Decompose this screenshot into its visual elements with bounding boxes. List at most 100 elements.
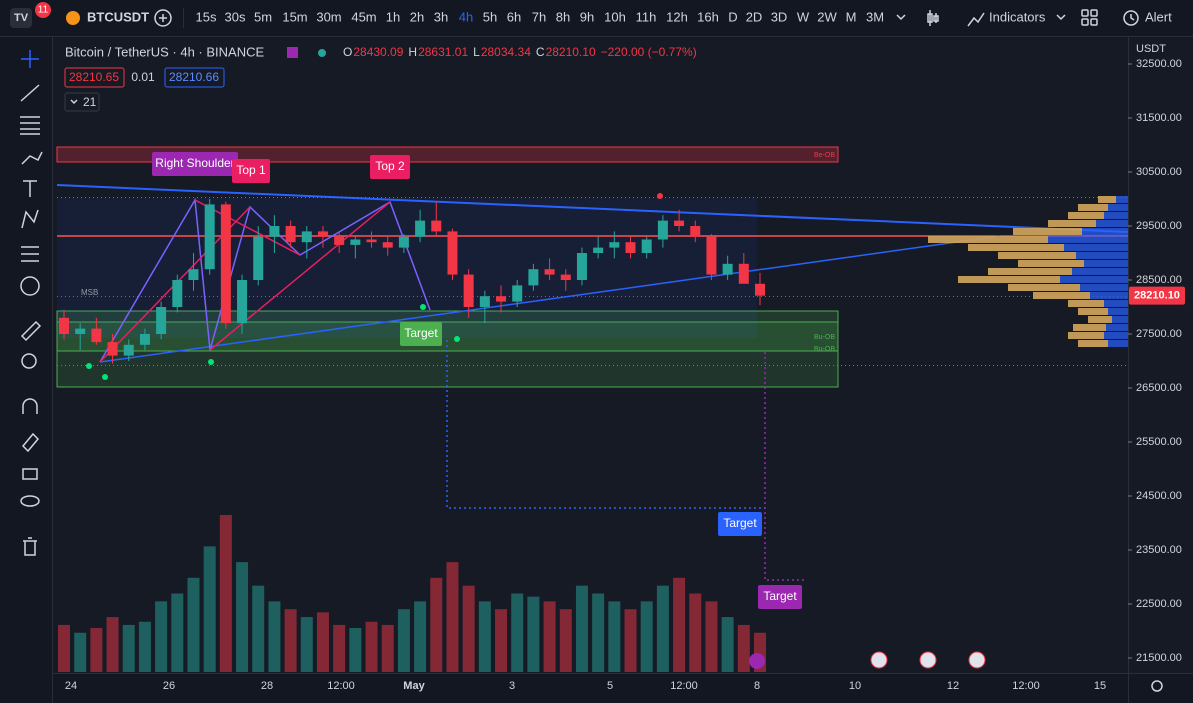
indicators-dropdown[interactable] [1056, 14, 1066, 21]
volume-profile [1073, 324, 1106, 331]
settings[interactable] [1151, 680, 1163, 692]
chevron [70, 99, 78, 105]
interval[interactable]: 5m [254, 9, 272, 24]
volume-bar [203, 546, 216, 672]
volume-profile [968, 244, 1064, 251]
price-label: 24500.00 [1136, 490, 1182, 502]
candle-body [188, 269, 199, 280]
collapse-box[interactable] [64, 92, 100, 112]
event[interactable] [870, 651, 888, 669]
interval[interactable]: 1h [386, 9, 400, 24]
ruler-tool[interactable] [20, 320, 42, 342]
candle-body [317, 231, 328, 237]
volume-profile [1013, 228, 1082, 235]
event[interactable] [968, 651, 986, 669]
magnet-tool[interactable] [22, 398, 38, 414]
candle-body [253, 236, 264, 280]
interval[interactable]: 30m [316, 9, 341, 24]
compare-button[interactable] [154, 9, 172, 27]
time-label: 3 [509, 680, 515, 692]
interval-dropdown[interactable] [896, 14, 906, 21]
interval[interactable]: 9h [580, 9, 594, 24]
interval[interactable]: 8h [556, 9, 570, 24]
volume-profile [1033, 292, 1090, 299]
annotation: Target [763, 589, 797, 603]
pattern-tool[interactable] [21, 209, 39, 229]
candle-body [674, 220, 685, 226]
time-label: 26 [163, 680, 175, 692]
annotation: Right Shoulder [155, 156, 234, 170]
drawing-toolbar [20, 50, 43, 556]
target-projection [446, 340, 765, 509]
interval[interactable]: 7h [532, 9, 546, 24]
interval[interactable]: 3D [771, 9, 788, 24]
time-label: May [403, 680, 425, 692]
candle-body [75, 328, 86, 334]
annotation: Target [404, 326, 438, 340]
volume-bar [608, 601, 621, 672]
interval[interactable]: 2W [817, 9, 837, 24]
sell-box[interactable] [64, 67, 125, 88]
annotation: Bu-OB [814, 334, 835, 341]
target-projection [764, 352, 805, 581]
text-tool[interactable] [23, 180, 37, 197]
interval[interactable]: 5h [483, 9, 497, 24]
crosshair-tool[interactable] [21, 50, 39, 68]
candle-body [350, 239, 361, 245]
icon-tool[interactable] [20, 276, 40, 296]
interval[interactable]: 16h [697, 9, 719, 24]
lock-tool[interactable] [22, 468, 38, 480]
trendline-tool[interactable] [20, 84, 40, 102]
interval[interactable]: 2D [746, 9, 763, 24]
interval[interactable]: 45m [351, 9, 376, 24]
interval[interactable]: 15s [196, 9, 217, 24]
event[interactable] [919, 651, 937, 669]
volume-profile [1008, 284, 1080, 291]
brush-tool[interactable] [21, 151, 43, 165]
interval[interactable]: 10h [604, 9, 626, 24]
interval[interactable]: 6h [507, 9, 521, 24]
interval[interactable]: D [728, 9, 737, 24]
interval[interactable]: 30s [225, 9, 246, 24]
alert-button[interactable]: Alert [1145, 9, 1172, 24]
stay-drawing-tool[interactable] [21, 432, 40, 453]
prediction-tool[interactable] [21, 246, 39, 262]
fib-tool[interactable] [20, 116, 40, 135]
volume-bar [155, 601, 168, 672]
chart-type-button[interactable] [927, 10, 939, 26]
alert-icon[interactable] [1123, 10, 1139, 26]
time-label: 12:00 [1012, 680, 1040, 692]
price-label: 23500.00 [1136, 544, 1182, 556]
interval[interactable]: 15m [282, 9, 307, 24]
interval[interactable]: M [846, 9, 857, 24]
volume-bar [316, 612, 329, 672]
price-label: 31500.00 [1136, 112, 1182, 124]
zoom-tool[interactable] [21, 353, 37, 369]
indicators-button[interactable]: Indicators [989, 9, 1046, 24]
interval[interactable]: 3M [866, 9, 884, 24]
interval[interactable]: 3h [434, 9, 448, 24]
interval[interactable]: 11h [636, 9, 657, 24]
indicators-icon[interactable] [967, 12, 985, 27]
delete-tool[interactable] [23, 537, 37, 556]
interval[interactable]: 12h [666, 9, 688, 24]
logo[interactable]: TV [10, 8, 32, 28]
label-box [370, 155, 410, 179]
flag[interactable] [287, 47, 298, 58]
time-label: 12 [947, 680, 959, 692]
buy-box[interactable] [164, 67, 225, 88]
interval[interactable]: 4h [459, 9, 473, 24]
candle-body [204, 204, 215, 270]
symbol[interactable]: BTCUSDT [87, 9, 149, 24]
time-label: 24 [65, 680, 77, 692]
currency[interactable]: USDT [1136, 43, 1166, 55]
interval[interactable]: 2h [410, 9, 424, 24]
volume-profile [1048, 220, 1096, 227]
volume-bar [284, 609, 297, 672]
layout-button[interactable] [1081, 9, 1098, 26]
candle-body [479, 296, 490, 307]
event[interactable] [749, 653, 765, 669]
hide-tool[interactable] [20, 495, 40, 507]
interval[interactable]: W [797, 9, 810, 24]
